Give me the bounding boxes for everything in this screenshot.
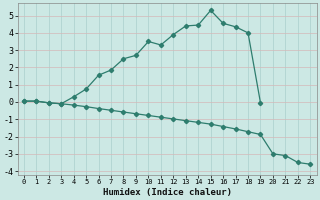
X-axis label: Humidex (Indice chaleur): Humidex (Indice chaleur) <box>103 188 232 197</box>
